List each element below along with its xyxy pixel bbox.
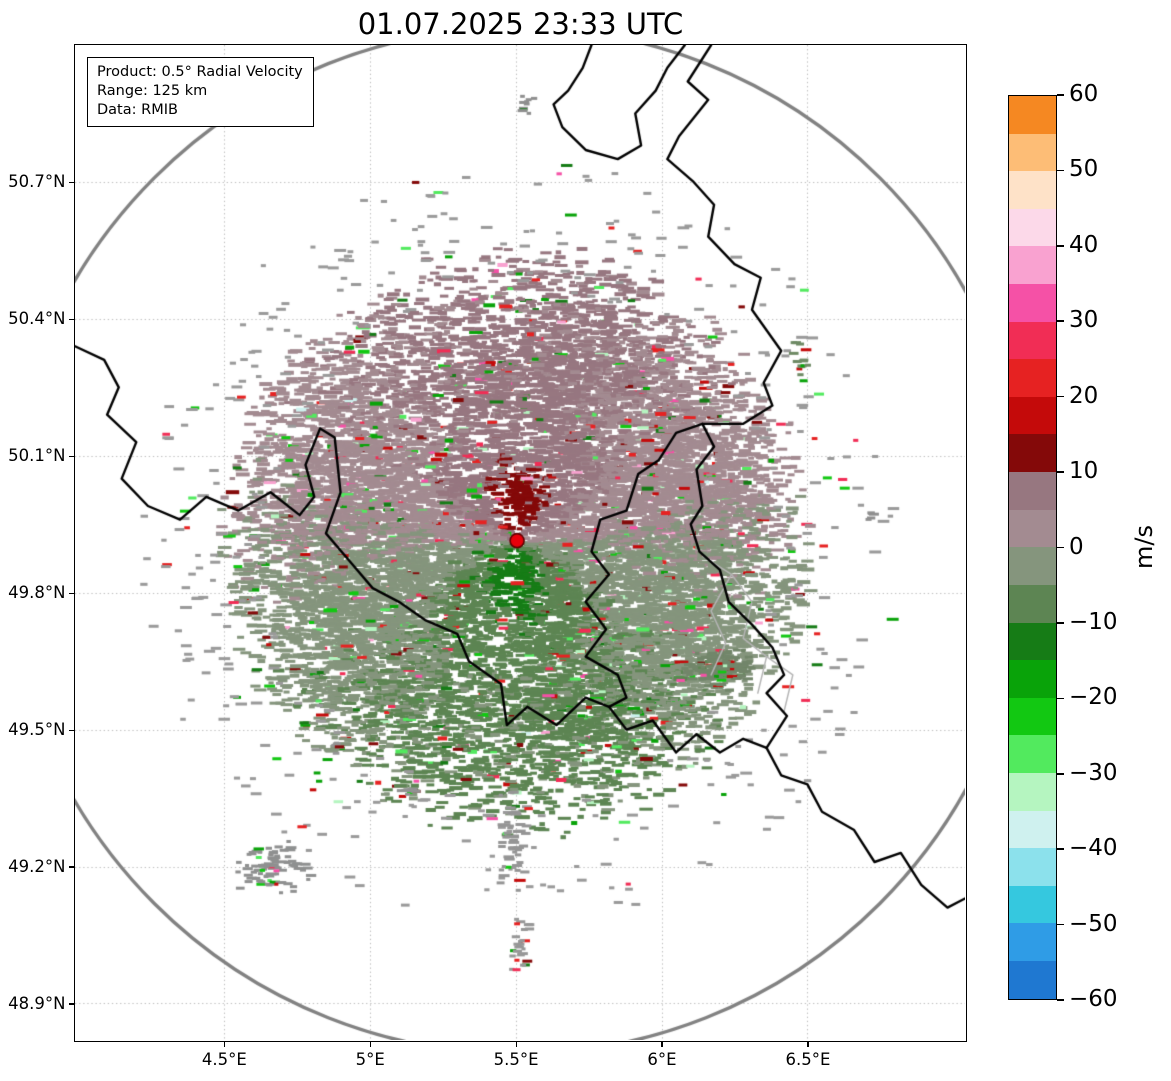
- colorbar-gradient: [1009, 96, 1056, 999]
- x-tick-mark: [807, 1041, 809, 1047]
- colorbar-band: [1009, 622, 1056, 661]
- colorbar-band: [1009, 359, 1056, 397]
- colorbar-tick-label: −30: [1069, 759, 1118, 786]
- x-tick-label: 6°E: [647, 1049, 677, 1069]
- colorbar-band: [1009, 547, 1056, 585]
- map-plot-area: Product: 0.5° Radial Velocity Range: 125…: [74, 44, 967, 1042]
- colorbar-band: [1009, 810, 1056, 849]
- colorbar-band: [1009, 434, 1056, 473]
- colorbar-band: [1009, 584, 1056, 623]
- colorbar-tick-label: 30: [1069, 307, 1099, 334]
- colorbar-tick-label: 40: [1069, 231, 1099, 258]
- colorbar-tick-label: 50: [1069, 156, 1099, 183]
- colorbar-band: [1009, 509, 1056, 548]
- colorbar-tick-mark: [1057, 169, 1064, 172]
- x-tick-mark: [515, 1041, 517, 1047]
- colorbar-tick-mark: [1057, 395, 1064, 398]
- colorbar-tick-mark: [1057, 848, 1064, 850]
- colorbar-band: [1009, 284, 1056, 322]
- x-tick-label: 5.5°E: [493, 1049, 539, 1069]
- y-tick-mark: [68, 866, 74, 868]
- y-tick-mark: [68, 455, 74, 457]
- colorbar-unit-label: m/s: [1129, 525, 1158, 569]
- colorbar-tick-mark: [1057, 94, 1064, 96]
- x-tick-label: 6.5°E: [785, 1049, 831, 1069]
- colorbar-band: [1009, 923, 1056, 962]
- colorbar-band: [1009, 735, 1056, 773]
- info-product-line: Product: 0.5° Radial Velocity: [97, 64, 303, 80]
- colorbar-band: [1009, 171, 1056, 209]
- colorbar: [1008, 95, 1057, 1000]
- figure-title: 01.07.2025 23:33 UTC: [357, 7, 684, 41]
- y-tick-label: 49.8°N: [8, 583, 66, 603]
- colorbar-band: [1009, 321, 1056, 360]
- colorbar-tick-label: −20: [1069, 684, 1118, 711]
- y-tick-mark: [68, 1003, 74, 1005]
- y-tick-mark: [68, 592, 74, 594]
- x-tick-mark: [369, 1041, 371, 1047]
- colorbar-band: [1009, 961, 1056, 999]
- radar-map-canvas: [75, 45, 965, 1040]
- y-tick-mark: [68, 318, 74, 320]
- colorbar-tick-mark: [1057, 471, 1064, 473]
- y-tick-label: 50.4°N: [8, 309, 66, 329]
- colorbar-tick-label: 10: [1069, 458, 1099, 485]
- colorbar-tick-label: −10: [1069, 608, 1118, 635]
- colorbar-band: [1009, 472, 1056, 510]
- colorbar-tick-mark: [1057, 999, 1064, 1001]
- colorbar-tick-label: −50: [1069, 910, 1118, 937]
- colorbar-band: [1009, 133, 1056, 172]
- y-tick-label: 49.5°N: [8, 720, 66, 740]
- colorbar-tick-mark: [1057, 697, 1064, 700]
- colorbar-band: [1009, 208, 1056, 247]
- info-source-line: Data: RMIB: [97, 102, 178, 119]
- colorbar-tick-mark: [1057, 546, 1064, 549]
- colorbar-band: [1009, 697, 1056, 736]
- colorbar-band: [1009, 885, 1056, 924]
- x-tick-mark: [661, 1041, 663, 1047]
- colorbar-band: [1009, 396, 1056, 435]
- colorbar-band: [1009, 772, 1056, 811]
- colorbar-band: [1009, 848, 1056, 886]
- colorbar-tick-mark: [1057, 320, 1064, 323]
- x-tick-label: 4.5°E: [201, 1049, 247, 1069]
- y-tick-label: 48.9°N: [8, 993, 66, 1013]
- colorbar-tick-label: 0: [1069, 533, 1084, 560]
- y-tick-label: 50.1°N: [8, 446, 66, 466]
- x-tick-mark: [223, 1041, 225, 1047]
- y-tick-label: 49.2°N: [8, 857, 66, 877]
- colorbar-tick-label: 60: [1069, 81, 1099, 107]
- y-tick-mark: [68, 729, 74, 731]
- y-tick-label: 50.7°N: [8, 172, 66, 192]
- colorbar-band: [1009, 96, 1056, 134]
- x-tick-label: 5°E: [355, 1049, 385, 1069]
- colorbar-tick-label: −60: [1069, 986, 1118, 1012]
- colorbar-tick-label: 20: [1069, 382, 1099, 409]
- colorbar-band: [1009, 246, 1056, 285]
- colorbar-band: [1009, 660, 1056, 698]
- y-tick-mark: [68, 181, 74, 183]
- colorbar-tick-mark: [1057, 245, 1064, 247]
- colorbar-tick-mark: [1057, 622, 1064, 624]
- info-range-line: Range: 125 km: [97, 83, 208, 100]
- colorbar-tick-mark: [1057, 772, 1064, 775]
- colorbar-tick-label: −40: [1069, 835, 1118, 862]
- product-info-box: Product: 0.5° Radial Velocity Range: 125…: [87, 57, 314, 128]
- colorbar-tick-mark: [1057, 923, 1064, 926]
